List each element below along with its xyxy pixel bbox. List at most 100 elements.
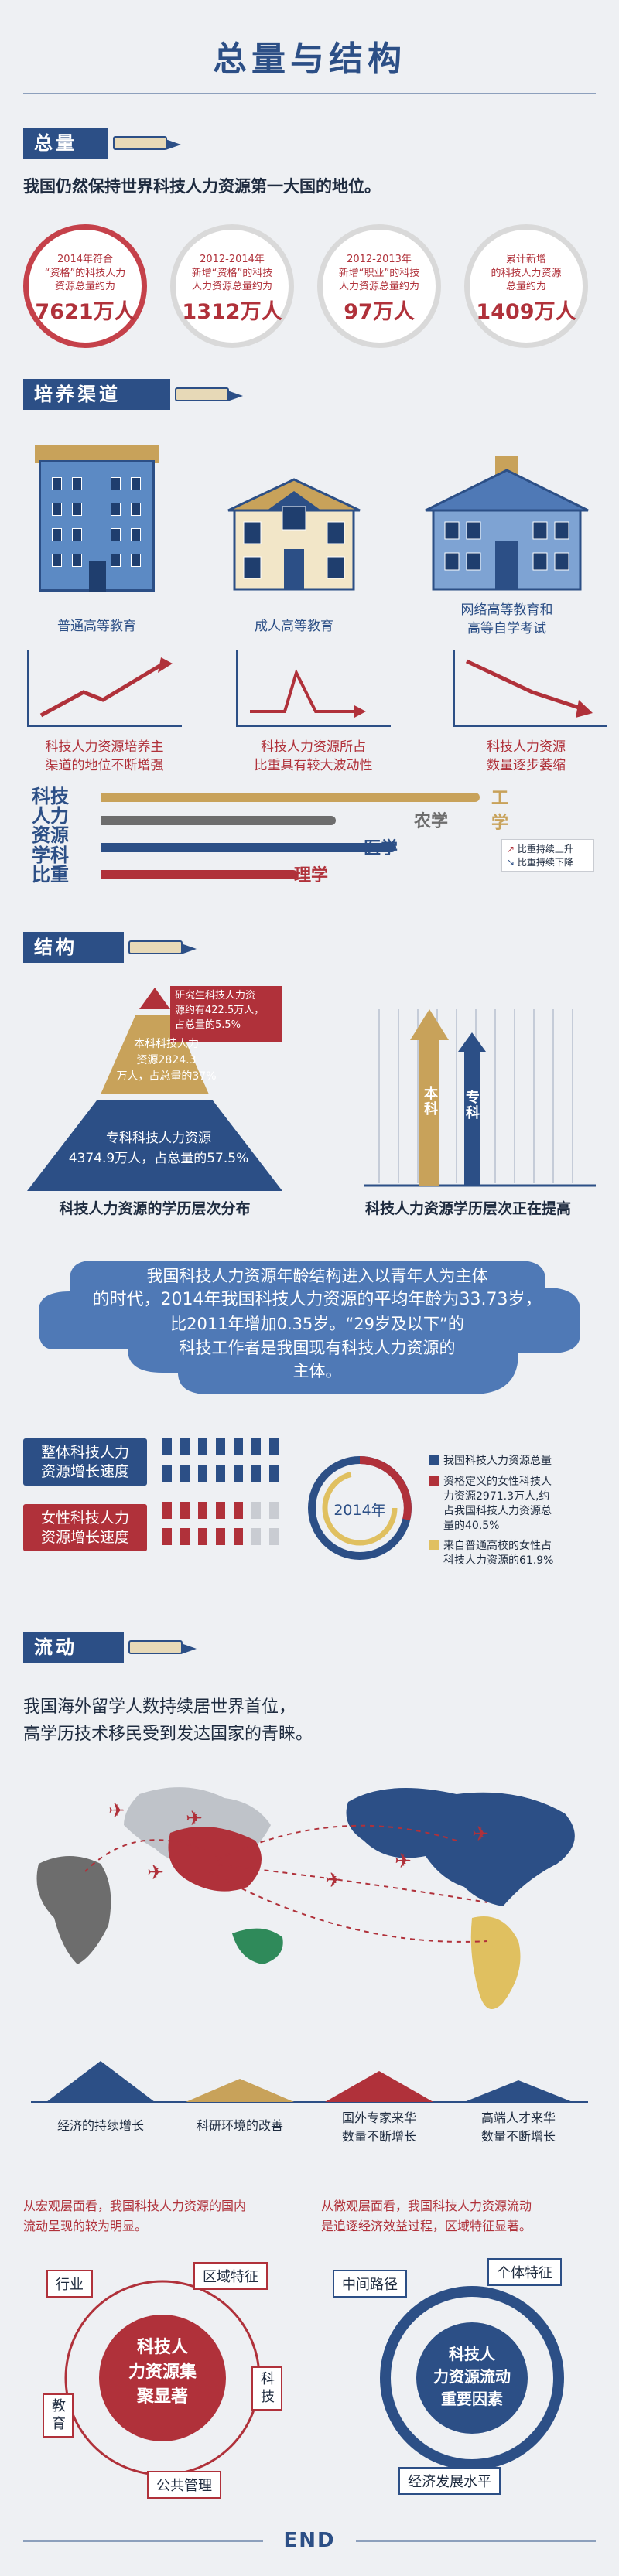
- stat-value: 1409万人: [476, 299, 576, 324]
- flow-lead-text: 我国海外留学人数持续居世界首位， 高学历技术移民受到发达国家的青睐。: [23, 1694, 596, 1748]
- channel-label-online: 网络高等教育和 高等自学考试: [422, 602, 592, 639]
- factor-triangles: [31, 2057, 588, 2103]
- pyramid-grad-line: 研究生科技人力资: [175, 990, 256, 1001]
- arrow-label-undergrad: 本科: [424, 1086, 438, 1117]
- person-icon: [269, 1438, 279, 1455]
- field-label-science: 理学: [294, 866, 329, 885]
- macro-chip-region: 区域特征: [193, 2262, 268, 2290]
- ring-legend-total: 我国科技人力资源总量: [429, 1454, 611, 1469]
- person-icon: [216, 1438, 225, 1455]
- ring-label: 2014年: [333, 1502, 386, 1519]
- person-icon: [251, 1465, 261, 1482]
- stat-desc-line: 总量约为: [505, 281, 546, 293]
- pyramid-caption: 科技人力资源的学历层次分布: [59, 1200, 251, 1217]
- age-text-line: 的时代，2014年我国科技人力资源的平均年龄为33.73岁，: [92, 1290, 542, 1310]
- stat-circle: 2012-2013年 新增“职业”的科技 人力资源总量约为 97万人: [317, 224, 441, 348]
- person-icon: [234, 1438, 243, 1455]
- plane-icon: ✈: [472, 1823, 489, 1846]
- person-icon: [251, 1528, 261, 1545]
- macro-chip-industry: 行业: [46, 2270, 93, 2298]
- channel-label-line: 高等自学考试: [467, 620, 546, 636]
- stat-desc-line: 2014年符合: [56, 254, 114, 265]
- stat-desc-line: 人力资源总量约为: [338, 281, 419, 293]
- age-text-line: 科技工作者是我国现有科技人力资源的: [179, 1338, 456, 1357]
- person-icon: [162, 1438, 172, 1455]
- person-icon: [251, 1438, 261, 1455]
- factor-caption-line: 数量不断增长: [480, 2129, 556, 2144]
- factor-caption: 科研环境的改善: [170, 2115, 310, 2134]
- factor-caption-line: 国外专家来华: [341, 2110, 416, 2125]
- stat-desc-line: 新增“职业”的科技: [338, 267, 420, 279]
- micro-text-line: 是追逐经济效益过程，区域特征显著。: [321, 2218, 532, 2233]
- pyramid-undergrad-line: 本科科技人力: [134, 1038, 199, 1050]
- factor-caption: 国外专家来华 数量不断增长: [310, 2107, 449, 2144]
- footer-divider-right: [356, 2540, 596, 2542]
- stat-circle: 2014年符合 “资格”的科技人力 资源总量约为 7621万人: [23, 224, 147, 348]
- subject-share-title-text: 科技人力资源学科比重: [32, 786, 69, 885]
- pyramid-grad-line: 源约有422.5万人，: [175, 1004, 265, 1016]
- stat-circle: 累计新增 的科技人力资源 总量约为 1409万人: [464, 224, 588, 348]
- ring-legend: 我国科技人力资源总量 资格定义的女性科技人 力资源2971.3万人,约 占我国科…: [429, 1454, 611, 1568]
- stat-desc-line: 的科技人力资源: [491, 267, 562, 279]
- trend-caption-line: 科技人力资源培养主: [45, 739, 164, 755]
- micro-chip-individual: 个体特征: [487, 2258, 562, 2286]
- tag-line: 整体科技人力: [40, 1444, 129, 1461]
- pyramid-college-line: 专科科技人力资源: [106, 1131, 211, 1146]
- hub-line: 科技人: [136, 2338, 188, 2357]
- factor-caption-line: 高端人才来华: [480, 2110, 556, 2125]
- degree-arrows-chart: 本科 专科: [364, 1009, 596, 1191]
- trend-caption-line: 渠道的地位不断增强: [45, 757, 164, 773]
- pen-icon: [113, 136, 181, 150]
- person-icon: [198, 1502, 207, 1519]
- factor-caption-line: 经济的持续增长: [56, 2118, 144, 2133]
- tag-line: 资源增长速度: [40, 1462, 129, 1480]
- tag-overall-growth: 整体科技人力 资源增长速度: [23, 1438, 147, 1486]
- field-bar-medicine: [101, 843, 396, 852]
- channel-label-line: 网络高等教育和: [460, 602, 553, 618]
- ring-legend-college-female: 来自普通高校的女性占 科技人力资源的61.9%: [429, 1539, 611, 1568]
- house-icon: [221, 476, 368, 592]
- tag-line: 资源增长速度: [40, 1528, 129, 1546]
- macro-hub-text: 科技人 力资源集 聚显著: [93, 2335, 232, 2410]
- legend-text: 科技人力资源的61.9%: [443, 1554, 554, 1568]
- age-text-line: 我国科技人力资源年龄结构进入以青年人为主体: [146, 1267, 488, 1285]
- macro-chip-education: 教育: [43, 2393, 74, 2438]
- ring-chart: [308, 1456, 412, 1560]
- footer-divider-left: [23, 2540, 263, 2542]
- person-icon: [216, 1502, 225, 1519]
- person-icon: [234, 1528, 243, 1545]
- field-label-agriculture: 农学: [414, 812, 449, 831]
- stat-value: 1312万人: [182, 299, 282, 324]
- trend-caption-down: 科技人力资源 数量逐步萎缩: [441, 739, 611, 776]
- age-text-line: 比2011年增加0.35岁。“29岁及以下”的: [170, 1315, 464, 1334]
- trend-caption-line: 科技人力资源: [487, 739, 566, 755]
- tall-building-icon: [35, 445, 159, 592]
- stat-value: 7621万人: [35, 299, 135, 324]
- legend-swatch: [429, 1476, 439, 1486]
- plane-icon: ✈: [325, 1869, 342, 1892]
- subject-legend: ↗ 比重持续上升 ↘ 比重持续下降: [501, 839, 594, 872]
- legend-text: 资格定义的女性科技人: [443, 1475, 552, 1488]
- stat-desc-line: 累计新增: [505, 254, 546, 265]
- stat-value: 97万人: [344, 299, 415, 324]
- person-icon: [234, 1502, 243, 1519]
- stat-desc-line: 新增“资格”的科技: [191, 267, 273, 279]
- person-icon: [269, 1465, 279, 1482]
- micro-hub-ring: [380, 2286, 564, 2470]
- person-icon: [180, 1438, 190, 1455]
- macro-text: 从宏观层面看，我国科技人力资源的国内 流动呈现的较为明显。: [23, 2196, 302, 2236]
- age-text-line: 主体。: [292, 1362, 342, 1381]
- page-title: 总量与结构: [213, 39, 406, 79]
- trend-caption-up: 科技人力资源培养主 渠道的地位不断增强: [15, 739, 193, 776]
- field-label-engineering: 工学: [491, 789, 509, 833]
- person-icon: [180, 1465, 190, 1482]
- plane-icon: ✈: [108, 1800, 125, 1823]
- arrow-label-college: 专科: [466, 1090, 480, 1121]
- stat-circle: 2012-2014年 新增“资格”的科技 人力资源总量约为 1312万人: [170, 224, 294, 348]
- person-icon: [162, 1465, 172, 1482]
- person-icon: [180, 1528, 190, 1545]
- age-text-block: 我国科技人力资源年龄结构进入以青年人为主体 的时代，2014年我国科技人力资源的…: [54, 1264, 580, 1384]
- field-bar-engineering: [101, 793, 480, 802]
- age-text-background: [39, 1261, 580, 1394]
- subject-bars: 工学 农学 医学 理学: [101, 789, 508, 889]
